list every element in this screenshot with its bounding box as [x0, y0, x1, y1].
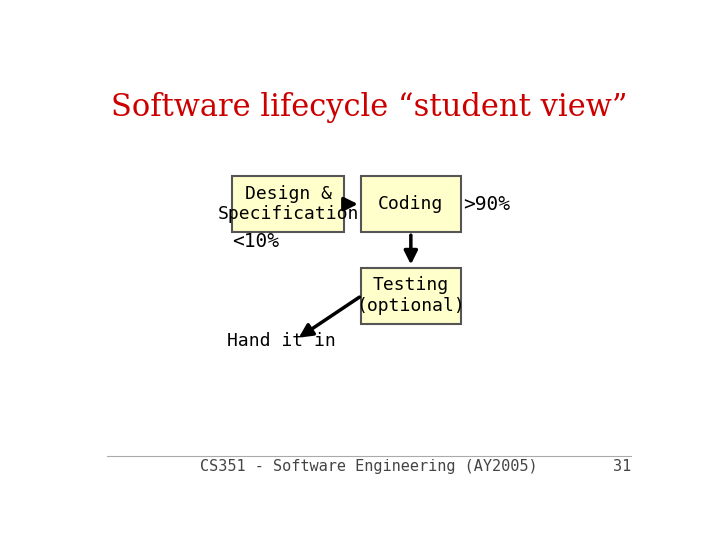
Text: CS351 - Software Engineering (AY2005): CS351 - Software Engineering (AY2005) [200, 458, 538, 474]
Text: Design &
Specification: Design & Specification [217, 185, 359, 224]
Text: Software lifecycle “student view”: Software lifecycle “student view” [111, 92, 627, 123]
Text: Testing
(optional): Testing (optional) [356, 276, 465, 315]
FancyBboxPatch shape [361, 267, 461, 323]
Text: <10%: <10% [233, 232, 279, 251]
FancyBboxPatch shape [361, 176, 461, 232]
Text: Coding: Coding [378, 195, 444, 213]
FancyBboxPatch shape [233, 176, 344, 232]
Text: >90%: >90% [463, 194, 510, 214]
Text: Hand it in: Hand it in [227, 332, 336, 350]
Text: 31: 31 [613, 458, 631, 474]
